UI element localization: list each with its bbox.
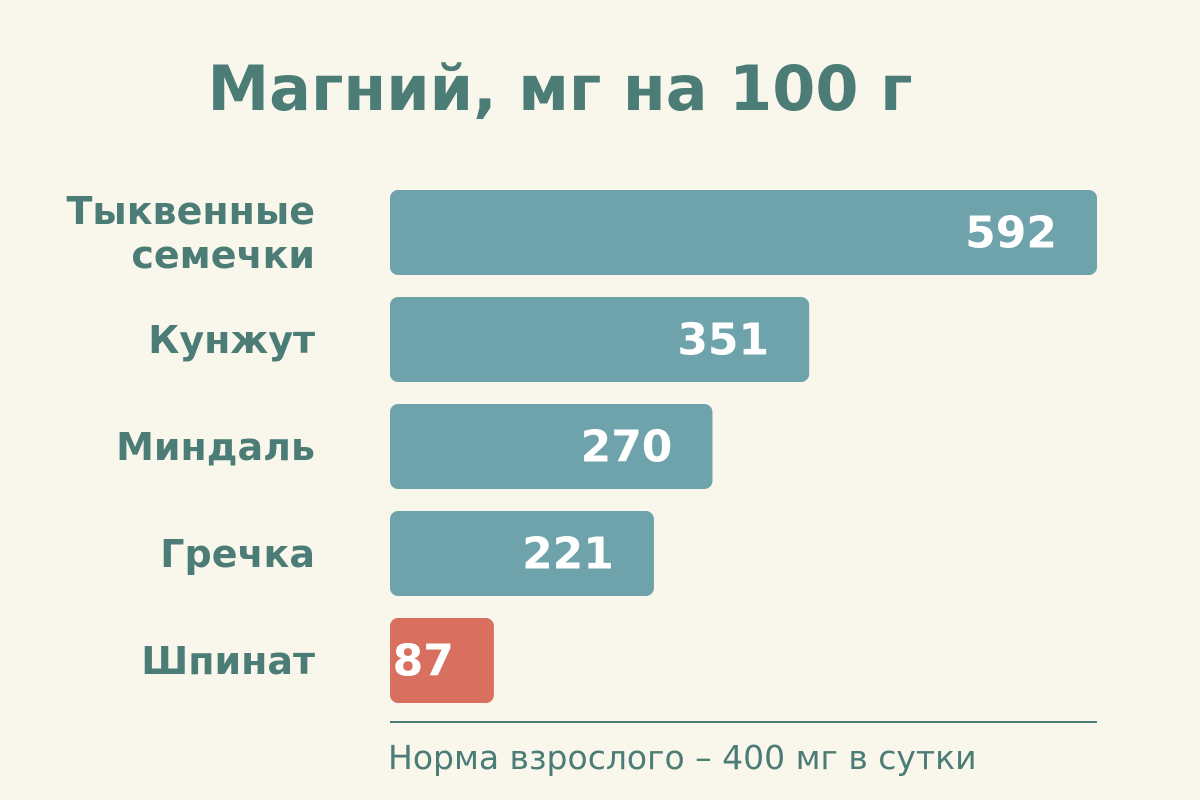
category-label: Миндаль — [116, 424, 315, 469]
bar — [390, 511, 654, 596]
category-label: Гречка — [160, 531, 315, 576]
value-label: 221 — [522, 529, 614, 580]
bar — [390, 297, 810, 382]
bar — [390, 618, 494, 703]
value-label: 351 — [677, 315, 769, 366]
category-label: Кунжут — [148, 317, 315, 362]
bar — [390, 190, 1097, 275]
value-label: 270 — [581, 422, 673, 473]
bar — [390, 404, 713, 489]
value-label: 87 — [393, 636, 454, 687]
category-label: Тыквенные семечки — [66, 188, 315, 277]
footnote: Норма взрослого – 400 мг в сутки — [388, 738, 977, 777]
chart-title: Магний, мг на 100 г — [207, 52, 913, 125]
value-label: 592 — [965, 208, 1057, 259]
category-label: Шпинат — [141, 638, 315, 683]
